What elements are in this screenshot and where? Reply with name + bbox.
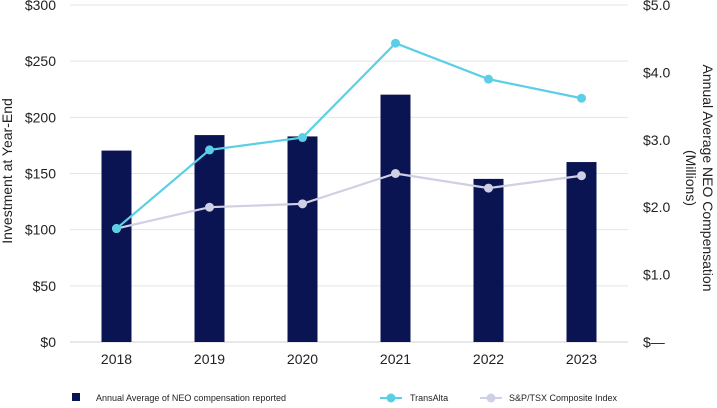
- point-s-p-tsx-composite-index-2023: [577, 171, 586, 181]
- bar-2018: [101, 150, 132, 342]
- legend-swatch-transalta-marker: [386, 393, 396, 403]
- bar-2021: [380, 94, 411, 342]
- x-axis-ticks: 2018 2019 2020 2021 2022 2023: [101, 351, 597, 367]
- bar-2020: [287, 136, 318, 342]
- bar-2019: [194, 135, 225, 342]
- point-transalta-2019: [205, 145, 214, 155]
- left-axis-ticks: $0 $50 $100 $150 $200 $250 $300: [25, 0, 56, 350]
- point-transalta-2018: [112, 224, 121, 234]
- left-axis-title: Investment at Year-End: [0, 98, 15, 244]
- left-tick-label-4: $200: [25, 109, 56, 125]
- left-tick-label-1: $50: [33, 278, 57, 294]
- x-tick-label-2020: 2020: [287, 351, 318, 367]
- point-transalta-2020: [298, 133, 307, 143]
- legend-swatch-bar: [72, 393, 80, 401]
- point-s-p-tsx-composite-index-2022: [484, 183, 493, 193]
- bar-2023: [566, 162, 597, 342]
- right-tick-label-5: $5.0: [643, 0, 670, 13]
- point-transalta-2023: [577, 93, 586, 103]
- line-series: [112, 38, 586, 234]
- legend: Annual Average of NEO compensation repor…: [72, 393, 618, 403]
- point-s-p-tsx-composite-index-2020: [298, 199, 307, 209]
- right-tick-label-0: $—: [643, 334, 665, 350]
- right-tick-label-4: $4.0: [643, 64, 670, 80]
- right-axis-title-line2: (Millions): [683, 150, 699, 206]
- point-s-p-tsx-composite-index-2019: [205, 202, 214, 212]
- bar-series: [101, 94, 597, 342]
- x-tick-label-2019: 2019: [194, 351, 225, 367]
- line-s-p-tsx-composite-index: [116, 172, 582, 230]
- x-tick-label-2023: 2023: [566, 351, 597, 367]
- left-tick-label-5: $250: [25, 53, 56, 69]
- bar-2022: [473, 178, 504, 342]
- line-transalta: [115, 41, 582, 230]
- left-tick-label-0: $0: [40, 334, 56, 350]
- x-tick-label-2021: 2021: [380, 351, 411, 367]
- left-tick-label-3: $150: [25, 166, 56, 182]
- point-transalta-2021: [391, 38, 400, 48]
- point-s-p-tsx-composite-index-2021: [391, 169, 400, 178]
- right-axis-ticks: $— $1.0 $2.0 $3.0 $4.0 $5.0: [643, 0, 670, 350]
- legend-label-transalta: TransAlta: [410, 393, 448, 403]
- legend-swatch-tsx-marker: [486, 393, 496, 403]
- legend-label-bar: Annual Average of NEO compensation repor…: [96, 393, 286, 403]
- right-tick-label-1: $1.0: [643, 267, 670, 283]
- legend-label-tsx: S&P/TSX Composite Index: [509, 393, 618, 403]
- x-tick-label-2022: 2022: [473, 351, 504, 367]
- x-tick-label-2018: 2018: [101, 351, 132, 367]
- point-transalta-2022: [484, 74, 493, 84]
- left-tick-label-2: $100: [25, 222, 56, 238]
- gridlines: [70, 4, 628, 343]
- right-tick-label-2: $2.0: [643, 199, 670, 215]
- right-tick-label-3: $3.0: [643, 132, 670, 148]
- left-tick-label-6: $300: [25, 0, 56, 13]
- right-axis-title-line1: Annual Average NEO Compensation: [700, 65, 716, 292]
